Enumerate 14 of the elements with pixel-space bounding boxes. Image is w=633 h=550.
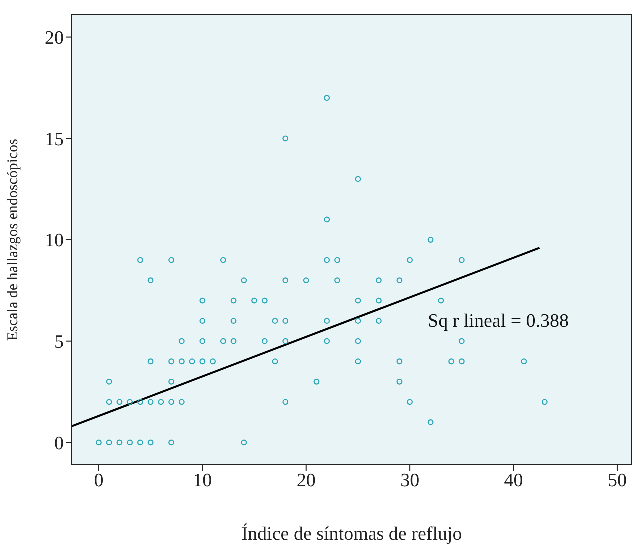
y-tick-label: 20	[45, 28, 64, 50]
x-tick-label: 0	[94, 470, 104, 492]
y-tick-label: 15	[45, 129, 64, 150]
x-tick-label: 20	[296, 470, 316, 492]
x-tick-label: 40	[504, 470, 524, 492]
x-tick-label: 10	[193, 470, 212, 492]
x-tick-label: 50	[608, 470, 627, 492]
y-tick-label: 0	[54, 433, 64, 454]
x-tick-label: 30	[400, 470, 420, 492]
y-axis-title: Escala de hallazgos endoscópicos	[5, 138, 22, 342]
y-tick-label: 5	[54, 332, 64, 354]
x-axis-title: Índice de síntomas de reflujo	[242, 523, 462, 545]
annotation: Sq r lineal = 0.388	[428, 311, 570, 332]
y-tick-label: 10	[45, 230, 64, 252]
